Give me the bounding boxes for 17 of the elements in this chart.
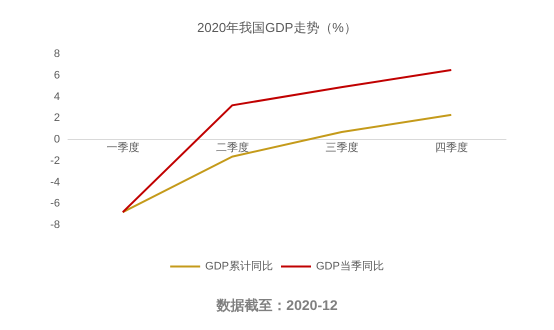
y-tick-label: 0 (54, 134, 60, 146)
y-tick-label: -4 (50, 176, 60, 188)
x-tick-label: 三季度 (325, 141, 358, 154)
y-tick-label: 4 (54, 90, 60, 103)
y-tick-label: 6 (54, 69, 60, 82)
legend-label: GDP当季同比 (316, 260, 384, 272)
text: 数据截至：2020-12 (215, 297, 338, 313)
y-tick-label: 2 (54, 112, 60, 124)
y-tick-label: -8 (50, 219, 60, 231)
y-tick-label: -2 (50, 154, 60, 167)
x-tick-label: 二季度 (216, 141, 249, 154)
x-tick-label: 一季度 (106, 141, 140, 154)
chart-title: 2020年我国GDP走势（%） (197, 20, 357, 35)
x-tick-label: 四季度 (434, 141, 468, 154)
y-tick-label: 8 (54, 48, 60, 60)
y-tick-label: -6 (50, 198, 60, 210)
legend-label: GDP累计同比 (205, 260, 274, 272)
